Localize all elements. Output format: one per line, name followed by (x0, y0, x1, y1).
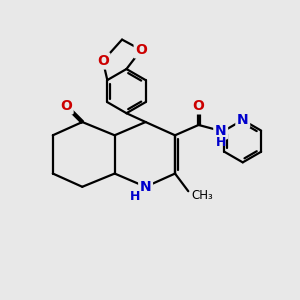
Text: N: N (140, 180, 152, 194)
Text: O: O (193, 99, 205, 113)
Text: N: N (215, 124, 226, 138)
Text: N: N (237, 113, 249, 127)
Text: O: O (60, 99, 72, 113)
Text: H: H (216, 136, 226, 148)
Text: O: O (135, 43, 147, 57)
Text: O: O (97, 54, 109, 68)
Text: H: H (130, 190, 140, 203)
Text: CH₃: CH₃ (191, 189, 213, 202)
